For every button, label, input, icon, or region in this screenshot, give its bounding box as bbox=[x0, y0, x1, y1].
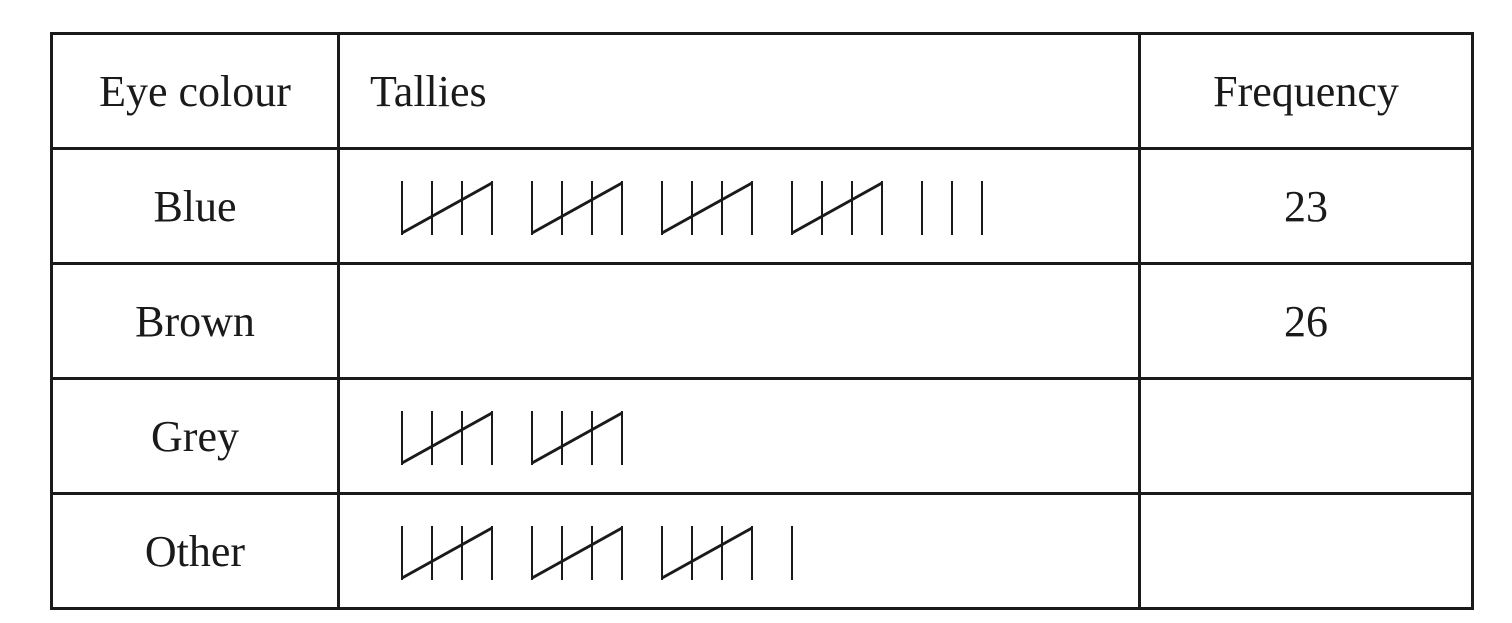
tally-slash bbox=[791, 181, 883, 235]
tally-table: Eye colour Tallies Frequency Blue 23 Bro… bbox=[50, 32, 1474, 610]
tally-slash bbox=[531, 181, 623, 235]
header-row: Eye colour Tallies Frequency bbox=[50, 32, 1474, 150]
header-frequency: Frequency bbox=[1138, 32, 1474, 150]
header-tallies: Tallies bbox=[337, 32, 1141, 150]
tally-cell bbox=[337, 262, 1141, 380]
tally-slash bbox=[401, 181, 493, 235]
frequency-cell bbox=[1138, 492, 1474, 610]
table-row-brown: Brown 26 bbox=[50, 262, 1474, 380]
eye-colour-cell: Other bbox=[50, 492, 340, 610]
tally-marks bbox=[401, 526, 793, 580]
tally-slash bbox=[401, 526, 493, 580]
eye-colour-cell: Grey bbox=[50, 377, 340, 495]
tally-cell bbox=[337, 147, 1141, 265]
header-tallies-label: Tallies bbox=[370, 66, 487, 116]
eye-colour-cell: Brown bbox=[50, 262, 340, 380]
frequency-cell: 26 bbox=[1138, 262, 1474, 380]
tally-cell bbox=[337, 377, 1141, 495]
tally-slash bbox=[661, 181, 753, 235]
table-row-grey: Grey bbox=[50, 377, 1474, 495]
eye-colour-cell: Blue bbox=[50, 147, 340, 265]
table-row-other: Other bbox=[50, 492, 1474, 610]
frequency-cell: 23 bbox=[1138, 147, 1474, 265]
tally-slash bbox=[531, 526, 623, 580]
tally-slash bbox=[661, 526, 753, 580]
tally-marks bbox=[340, 265, 1138, 377]
tally-slash bbox=[531, 411, 623, 465]
frequency-cell bbox=[1138, 377, 1474, 495]
header-eye-colour: Eye colour bbox=[50, 32, 340, 150]
tally-cell bbox=[337, 492, 1141, 610]
tally-slash bbox=[401, 411, 493, 465]
tally-marks bbox=[401, 411, 623, 465]
table-row-blue: Blue 23 bbox=[50, 147, 1474, 265]
tally-marks bbox=[401, 181, 983, 235]
